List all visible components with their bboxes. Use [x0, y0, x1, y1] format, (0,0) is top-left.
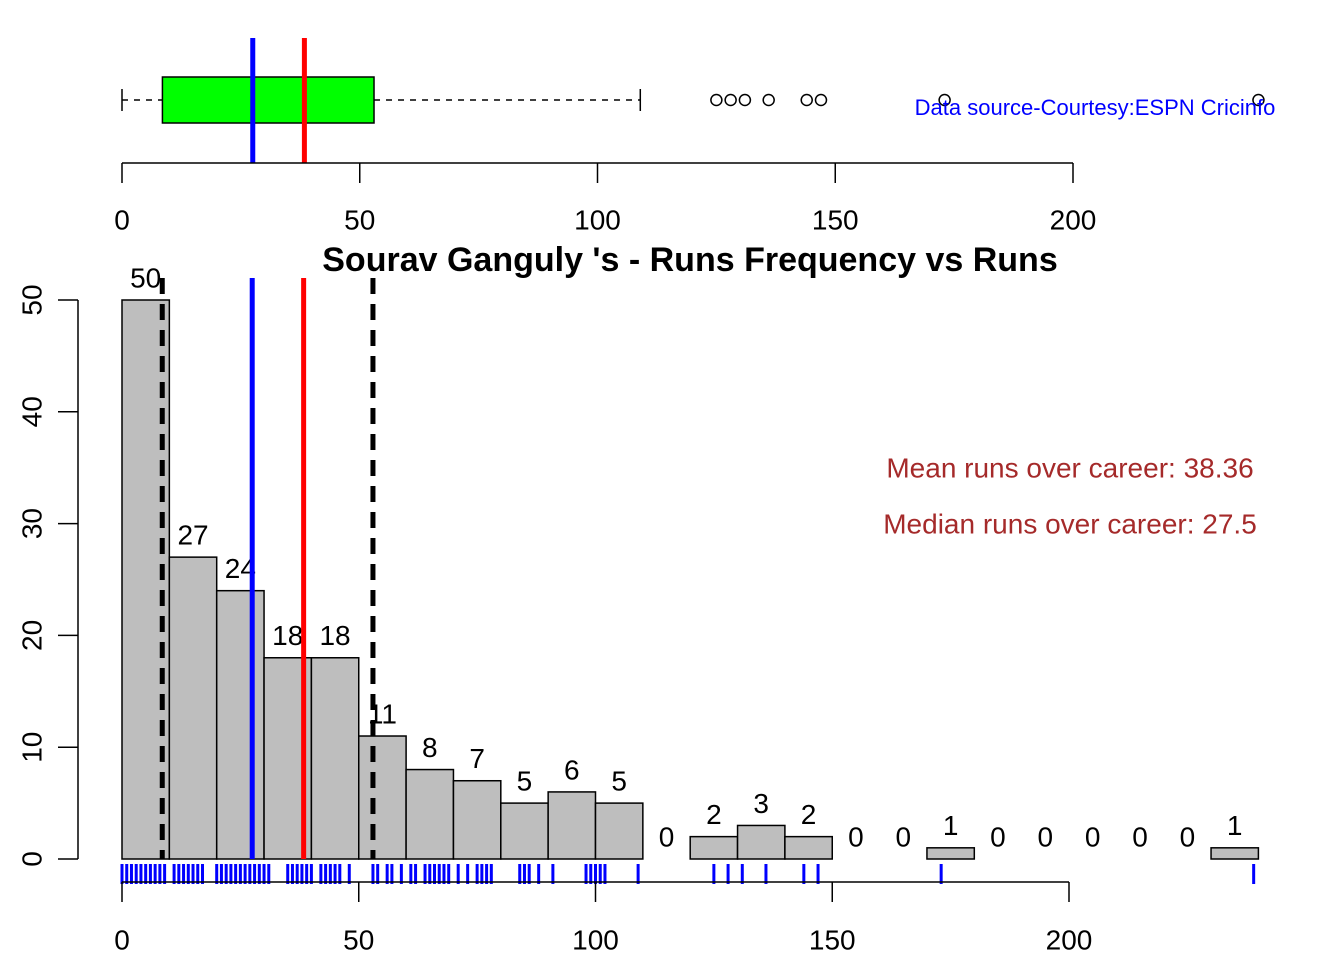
- value-label: 2: [801, 799, 817, 830]
- y-tick-label: 0: [16, 851, 47, 867]
- bar: [452, 779, 502, 860]
- value-label: 3: [753, 788, 769, 819]
- chart-title: Sourav Ganguly 's - Runs Frequency vs Ru…: [322, 241, 1057, 279]
- bar: [168, 556, 218, 860]
- bar: [358, 735, 407, 860]
- outlier: [738, 93, 752, 107]
- outlier: [710, 93, 723, 107]
- outlier: [762, 93, 775, 107]
- bar: [405, 768, 455, 860]
- x-tick-label: 150: [812, 204, 859, 235]
- bar: [310, 657, 360, 860]
- value-label: 1: [1227, 810, 1243, 841]
- bar: [500, 802, 549, 860]
- outlier: [814, 93, 828, 107]
- value-label: 8: [422, 732, 438, 763]
- value-label: 0: [1038, 821, 1054, 852]
- y-tick-label: 20: [16, 620, 47, 651]
- value-label: 7: [469, 743, 485, 774]
- x-tick-label: 50: [343, 924, 374, 955]
- value-label: 0: [659, 821, 675, 852]
- value-label: 0: [1180, 821, 1196, 852]
- value-label: 27: [177, 520, 208, 551]
- x-tick-label: 50: [344, 204, 375, 235]
- bar: [689, 835, 739, 860]
- value-label: 18: [319, 620, 350, 651]
- y-tick-label: 10: [16, 732, 47, 763]
- value-label: 5: [517, 765, 533, 796]
- outlier: [938, 93, 951, 107]
- x-tick-label: 200: [1050, 204, 1097, 235]
- outlier: [724, 93, 737, 107]
- bar: [736, 824, 786, 860]
- value-label: 0: [990, 821, 1006, 852]
- x-tick-label: 150: [809, 924, 856, 955]
- x-tick-label: 100: [572, 924, 619, 955]
- value-label: 0: [895, 821, 911, 852]
- value-label: 0: [1085, 821, 1101, 852]
- outlier: [800, 93, 813, 107]
- value-label: 5: [611, 765, 627, 796]
- box: [161, 76, 375, 124]
- annotation: Median runs over career: 27.5: [883, 508, 1257, 539]
- value-label: 1: [943, 810, 959, 841]
- y-tick-label: 40: [16, 396, 47, 427]
- value-label: 0: [848, 821, 864, 852]
- value-label: 0: [1132, 821, 1148, 852]
- bar: [784, 835, 834, 860]
- bar: [215, 589, 265, 860]
- source-note: Data source-Courtesy:ESPN Cricinfo: [915, 95, 1276, 120]
- annotation: Mean runs over career: 38.36: [886, 452, 1253, 483]
- y-tick-label: 30: [16, 508, 47, 539]
- value-label: 6: [564, 754, 580, 785]
- x-tick-label: 200: [1046, 924, 1093, 955]
- bar: [594, 802, 644, 860]
- y-tick-label: 50: [16, 284, 47, 315]
- value-label: 50: [130, 262, 161, 293]
- bar: [547, 791, 597, 860]
- x-tick-label: 0: [114, 204, 130, 235]
- x-tick-label: 100: [574, 204, 621, 235]
- value-label: 18: [272, 620, 303, 651]
- outlier: [1252, 93, 1265, 107]
- bar: [1210, 847, 1260, 860]
- value-label: 2: [706, 799, 722, 830]
- bar: [926, 847, 976, 860]
- x-tick-label: 0: [114, 924, 130, 955]
